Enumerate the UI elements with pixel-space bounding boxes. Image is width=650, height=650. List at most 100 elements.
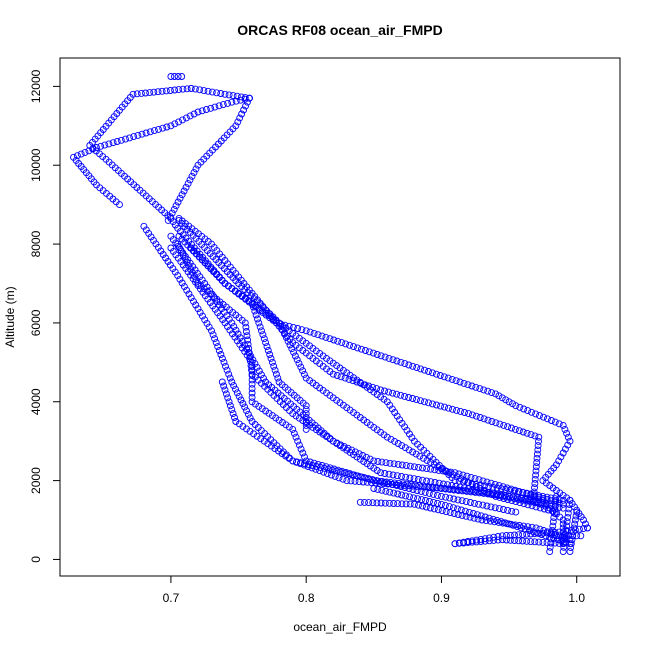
data-point xyxy=(170,205,178,213)
data-point xyxy=(241,348,249,356)
data-point xyxy=(333,372,341,379)
data-point xyxy=(293,458,301,466)
data-point xyxy=(194,161,202,169)
data-point xyxy=(185,290,193,298)
data-point xyxy=(159,124,167,132)
data-point xyxy=(515,496,523,503)
data-point xyxy=(374,458,382,465)
data-point xyxy=(390,500,398,507)
data-point xyxy=(243,332,251,340)
data-point xyxy=(452,377,460,385)
data-point xyxy=(485,537,493,545)
data-point xyxy=(433,401,440,409)
data-point xyxy=(507,485,515,493)
data-point xyxy=(437,492,445,500)
data-point xyxy=(70,153,77,161)
data-point xyxy=(213,89,221,97)
data-point xyxy=(378,486,386,494)
data-point xyxy=(531,432,539,440)
data-point xyxy=(512,508,520,516)
data-point xyxy=(511,495,518,503)
data-point xyxy=(93,144,100,151)
data-point xyxy=(449,405,456,413)
data-point xyxy=(150,88,158,96)
data-point xyxy=(401,423,409,431)
data-point xyxy=(402,492,410,500)
data-point xyxy=(465,508,473,516)
data-point xyxy=(323,433,330,441)
data-point xyxy=(405,446,413,454)
data-point xyxy=(301,453,308,461)
data-point xyxy=(282,452,290,460)
data-point xyxy=(370,464,378,472)
data-point xyxy=(548,531,556,539)
data-point xyxy=(519,537,527,545)
data-point xyxy=(428,483,436,491)
data-point xyxy=(282,421,290,429)
data-point xyxy=(258,405,266,413)
data-point xyxy=(168,209,176,217)
data-point xyxy=(365,499,373,507)
data-point xyxy=(439,467,447,475)
data-point xyxy=(266,351,274,358)
data-point xyxy=(356,473,364,481)
data-point xyxy=(385,480,393,488)
data-point xyxy=(465,410,472,418)
data-point xyxy=(244,340,252,348)
data-point xyxy=(257,371,265,379)
data-point xyxy=(522,494,530,502)
data-point xyxy=(406,474,414,482)
data-point xyxy=(73,152,81,160)
data-point xyxy=(389,481,397,488)
data-point xyxy=(174,240,182,248)
data-point xyxy=(239,422,247,430)
data-point xyxy=(402,500,410,508)
data-point xyxy=(313,463,320,470)
data-point xyxy=(194,108,202,116)
data-point xyxy=(539,500,547,508)
data-point xyxy=(182,114,190,122)
data-point xyxy=(333,362,341,370)
data-point xyxy=(396,416,404,424)
data-point xyxy=(232,418,240,425)
data-point xyxy=(196,308,204,316)
data-point xyxy=(192,301,200,309)
data-point xyxy=(252,311,260,319)
data-point xyxy=(378,458,386,466)
data-point xyxy=(302,406,310,414)
data-point xyxy=(471,475,479,483)
data-point xyxy=(181,254,189,262)
data-point xyxy=(226,326,234,334)
data-point xyxy=(316,428,324,436)
data-point xyxy=(577,532,585,540)
data-point xyxy=(146,128,154,136)
data-point xyxy=(397,391,405,399)
data-point xyxy=(561,445,569,453)
data-point xyxy=(401,484,409,491)
data-point xyxy=(340,443,348,451)
data-point xyxy=(302,418,310,425)
data-point xyxy=(377,499,385,507)
data-point xyxy=(563,522,571,530)
data-point xyxy=(391,437,399,445)
data-point xyxy=(511,486,519,494)
data-point xyxy=(208,327,215,335)
data-point xyxy=(471,499,478,507)
data-point xyxy=(331,472,339,480)
data-point xyxy=(543,539,551,547)
data-point xyxy=(473,511,481,519)
data-point xyxy=(337,373,345,381)
data-point xyxy=(220,382,228,390)
data-point xyxy=(226,374,234,382)
data-point xyxy=(163,123,171,131)
data-point xyxy=(292,433,300,441)
data-point xyxy=(216,301,223,309)
data-point xyxy=(305,461,313,469)
data-point xyxy=(513,523,521,531)
data-point xyxy=(416,452,424,460)
data-point xyxy=(421,398,428,406)
data-point xyxy=(184,180,192,188)
data-point xyxy=(169,265,177,273)
data-point xyxy=(494,536,502,544)
data-point xyxy=(566,496,574,504)
